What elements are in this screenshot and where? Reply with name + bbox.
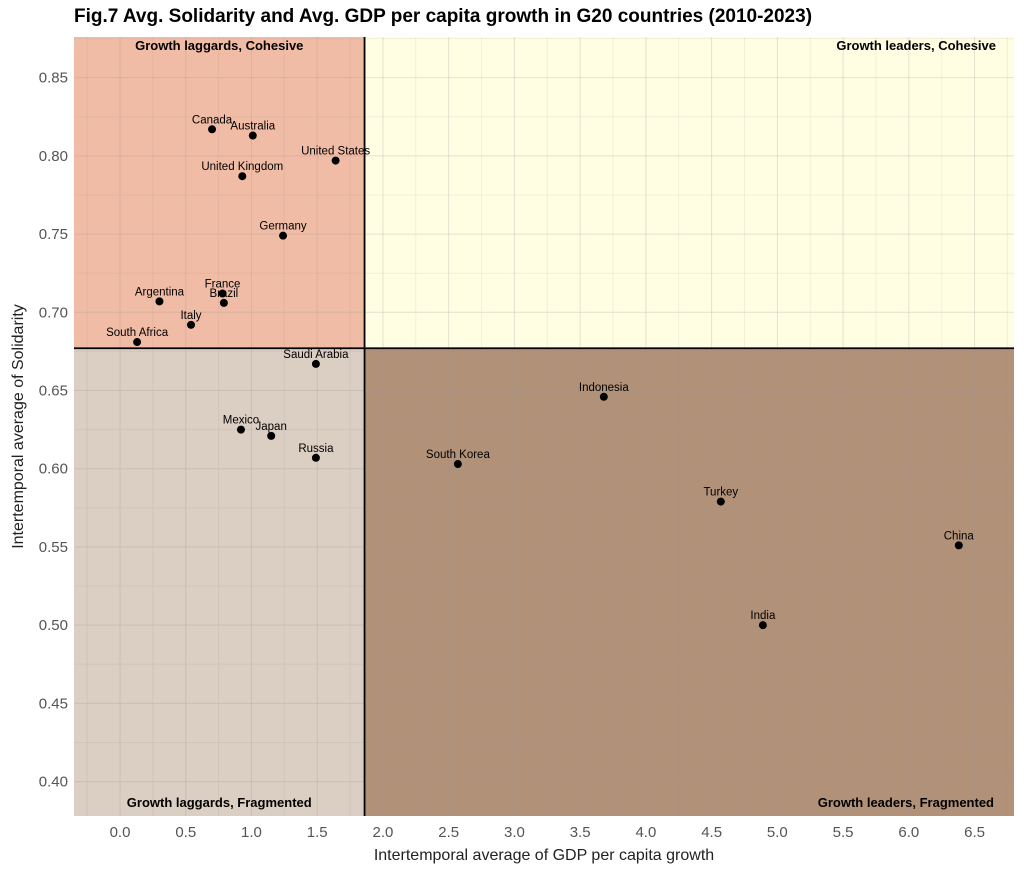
data-point-united-states (331, 156, 340, 165)
data-point-japan (267, 431, 276, 440)
data-point-label: Argentina (135, 286, 185, 298)
data-point-indonesia (599, 392, 608, 401)
data-point-label: United Kingdom (201, 161, 283, 173)
x-tick-label: 3.5 (570, 824, 591, 841)
quadrant-labels: Growth laggards, Cohesive Growth leaders,… (127, 38, 996, 810)
y-tick-label: 0.55 (39, 539, 68, 556)
reference-lines (74, 37, 1014, 816)
y-tick-label: 0.65 (39, 383, 68, 400)
data-point-label: Turkey (703, 487, 738, 499)
x-tick-label: 6.0 (898, 824, 919, 841)
data-point-argentina (155, 297, 164, 306)
data-point-label: Brazil (209, 288, 238, 300)
x-tick-label: 1.0 (241, 824, 262, 841)
data-point-mexico (236, 425, 245, 434)
data-point-label: Mexico (223, 415, 259, 427)
y-tick-label: 0.70 (39, 304, 68, 321)
data-point-brazil (219, 298, 228, 307)
data-point-canada (208, 125, 217, 134)
y-tick-label: 0.60 (39, 461, 68, 478)
data-point-label: Japan (256, 421, 287, 433)
data-point-label: Italy (180, 310, 201, 322)
quadrant-label: Growth leaders, Cohesive (836, 38, 996, 53)
y-tick-label: 0.40 (39, 774, 68, 791)
data-point-label: Indonesia (579, 382, 629, 394)
axis-ticks: 0.0 0.5 1.0 1.5 2.0 2.5 3.0 3.5 4.0 4.5 5.0 5.5 6.0 6… (39, 70, 985, 841)
y-tick-label: 0.75 (39, 226, 68, 243)
quadrant-backgrounds (74, 37, 1015, 816)
quadrant-growth-leaders-cohesive (364, 37, 1015, 349)
data-point-australia (248, 131, 257, 140)
y-axis-title: Intertemporal average of Solidarity (10, 304, 27, 549)
data-point-china (954, 541, 963, 550)
x-tick-label: 6.5 (964, 824, 985, 841)
quadrant-growth-laggards-cohesive (74, 37, 365, 349)
data-point-label: Canada (192, 114, 233, 126)
x-tick-label: 5.0 (767, 824, 788, 841)
data-point-saudi-arabia (311, 359, 320, 368)
data-point-label: India (750, 610, 776, 622)
data-point-label: South Korea (426, 449, 491, 461)
data-point-france (218, 289, 227, 298)
data-point-label: Saudi Arabia (283, 349, 349, 361)
quadrant-growth-leaders-fragmented (364, 348, 1015, 816)
x-tick-label: 5.5 (833, 824, 854, 841)
data-point-label: South Africa (106, 327, 169, 339)
x-tick-label: 2.5 (438, 824, 459, 841)
data-point-turkey (716, 497, 725, 506)
data-point-label: Russia (298, 443, 334, 455)
data-point-south-korea (453, 460, 462, 469)
y-tick-label: 0.80 (39, 148, 68, 165)
x-tick-label: 1.5 (307, 824, 328, 841)
x-axis-title: Intertemporal average of GDP per capita … (374, 847, 714, 864)
data-point-united-kingdom (238, 172, 247, 181)
x-tick-label: 4.0 (635, 824, 656, 841)
quadrant-growth-laggards-fragmented (74, 348, 365, 816)
data-point-label: France (205, 279, 241, 291)
data-point-label: China (944, 530, 975, 542)
data-point-south-africa (133, 338, 142, 347)
y-tick-label: 0.50 (39, 617, 68, 634)
y-tick-label: 0.45 (39, 695, 68, 712)
grid-lines (74, 37, 1014, 816)
quadrant-label: Growth leaders, Fragmented (818, 795, 994, 810)
quadrant-label: Growth laggards, Fragmented (127, 795, 312, 810)
data-point-india (758, 621, 767, 630)
data-point-label: Australia (230, 121, 275, 133)
chart-title: Fig.7 Avg. Solidarity and Avg. GDP per c… (74, 6, 813, 27)
x-tick-label: 4.5 (701, 824, 722, 841)
x-tick-label: 0.5 (175, 824, 196, 841)
x-tick-label: 0.0 (110, 824, 131, 841)
data-point-label: Germany (259, 221, 307, 233)
data-point-germany (279, 231, 288, 240)
data-point-russia (311, 453, 320, 462)
y-tick-label: 0.85 (39, 70, 68, 87)
quadrant-label: Growth laggards, Cohesive (135, 38, 303, 53)
x-tick-label: 3.0 (504, 824, 525, 841)
data-point-italy (187, 320, 196, 329)
data-point-label: United States (301, 146, 370, 158)
x-tick-label: 2.0 (373, 824, 394, 841)
